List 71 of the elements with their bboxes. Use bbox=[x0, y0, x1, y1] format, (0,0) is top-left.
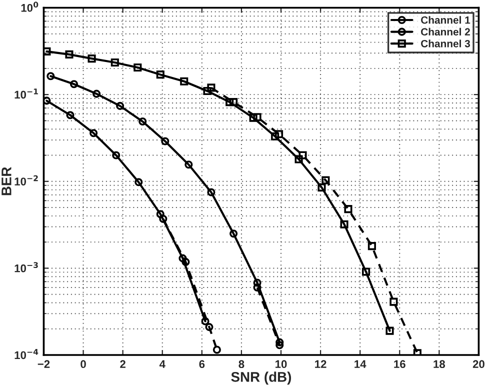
point bbox=[226, 98, 234, 106]
x-tick-label: 8 bbox=[238, 360, 244, 368]
point bbox=[205, 323, 214, 332]
x-tick-label: 20 bbox=[472, 360, 484, 368]
point bbox=[66, 111, 74, 120]
legend-label: Channel 3 bbox=[421, 40, 470, 48]
point bbox=[386, 326, 394, 335]
y-tick-label: 10$^{−4}$ bbox=[14, 349, 38, 360]
point bbox=[298, 151, 307, 160]
point bbox=[134, 178, 143, 186]
point bbox=[156, 210, 164, 218]
point bbox=[362, 268, 370, 276]
point bbox=[207, 188, 216, 196]
x-tick-label: 4 bbox=[159, 360, 166, 368]
point bbox=[249, 114, 258, 122]
point bbox=[116, 102, 124, 110]
x-tick-label: 14 bbox=[354, 360, 366, 368]
y-axis-title: BER bbox=[2, 167, 12, 196]
point bbox=[340, 220, 348, 228]
point bbox=[90, 129, 98, 138]
point bbox=[161, 137, 170, 146]
point bbox=[110, 58, 119, 67]
point bbox=[203, 86, 212, 96]
point bbox=[276, 338, 284, 346]
point bbox=[413, 349, 422, 356]
point bbox=[230, 230, 238, 238]
legend-label: Channel 1 bbox=[421, 16, 470, 24]
point bbox=[294, 155, 303, 164]
point bbox=[44, 96, 51, 105]
x-tick-label: 6 bbox=[199, 360, 205, 368]
point bbox=[230, 98, 238, 106]
point bbox=[88, 54, 96, 63]
y-tick-label: 10$^{−2}$ bbox=[14, 175, 38, 186]
point bbox=[276, 341, 284, 350]
point bbox=[156, 70, 164, 79]
x-tick-label: 0 bbox=[80, 360, 86, 368]
point bbox=[274, 130, 284, 138]
x-tick-label: 12 bbox=[315, 360, 326, 368]
point bbox=[344, 205, 352, 214]
point bbox=[184, 160, 193, 169]
point bbox=[322, 176, 330, 184]
point bbox=[134, 63, 142, 72]
y-tick-label: 10$^{−3}$ bbox=[14, 262, 38, 272]
point bbox=[271, 132, 280, 140]
y-tick-label: 10$^{−1}$ bbox=[14, 88, 38, 99]
point bbox=[70, 80, 78, 88]
y-tick-label: 10$^{0}$ bbox=[21, 2, 38, 12]
point bbox=[201, 317, 210, 326]
point bbox=[44, 47, 51, 56]
point bbox=[92, 90, 101, 98]
point bbox=[212, 346, 221, 354]
point bbox=[138, 117, 147, 126]
point bbox=[46, 72, 55, 80]
x-tick-label: 18 bbox=[434, 360, 446, 368]
point bbox=[253, 278, 262, 287]
x-tick-label: 2 bbox=[120, 360, 126, 368]
x-tick-label: −2 bbox=[38, 360, 50, 368]
point bbox=[178, 254, 187, 262]
point bbox=[65, 50, 74, 58]
point bbox=[253, 113, 262, 122]
point bbox=[159, 214, 168, 223]
point bbox=[180, 77, 188, 86]
point bbox=[318, 183, 326, 192]
point bbox=[368, 242, 376, 250]
x-tick-label: 10 bbox=[276, 360, 287, 368]
legend-label: Channel 2 bbox=[421, 28, 470, 36]
point bbox=[112, 151, 120, 160]
x-axis-title: SNR (dB) bbox=[231, 372, 292, 385]
point bbox=[207, 84, 216, 92]
point bbox=[390, 298, 398, 306]
x-tick-label: 16 bbox=[394, 360, 406, 368]
